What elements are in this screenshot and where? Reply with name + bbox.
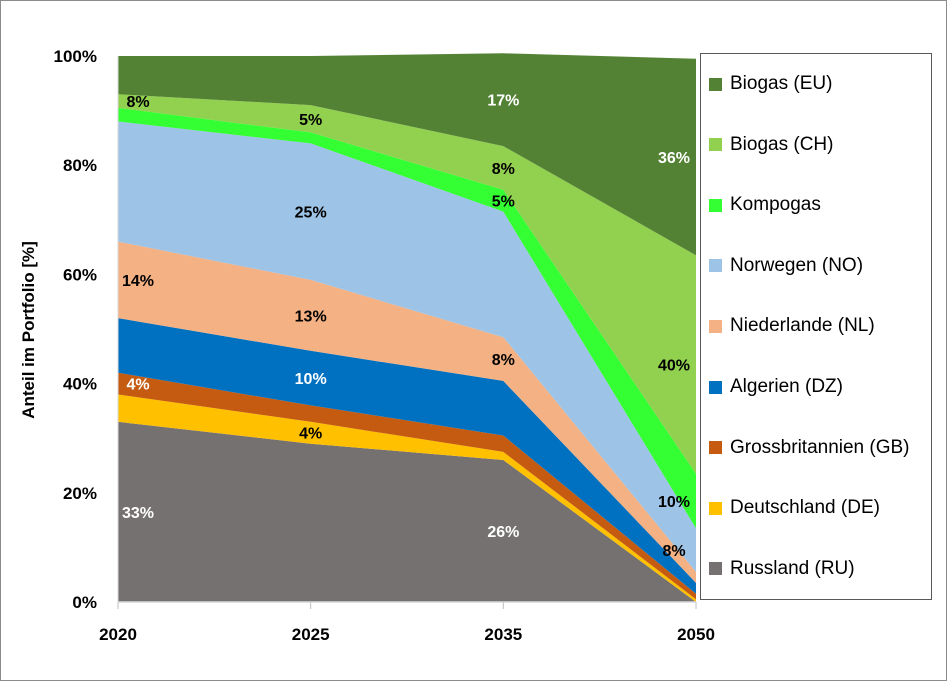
legend-label: Biogas (CH) xyxy=(730,133,834,155)
data-label: 8% xyxy=(492,161,515,178)
x-tick-label: 2050 xyxy=(677,625,715,644)
data-label: 5% xyxy=(492,194,515,211)
legend-swatch xyxy=(709,319,722,333)
data-label: 8% xyxy=(662,543,685,560)
legend-item: Algerien (DZ) xyxy=(709,375,843,399)
legend-swatch xyxy=(709,77,722,91)
area-biogas-ch xyxy=(118,94,696,474)
x-tick-label: 2020 xyxy=(99,625,137,644)
data-label: 8% xyxy=(492,352,515,369)
area-biogas-eu xyxy=(118,53,696,256)
x-tick-label: 2035 xyxy=(484,625,522,644)
legend-label: Niederlande (NL) xyxy=(730,315,875,337)
legend-swatch xyxy=(709,138,722,152)
y-tick-label: 60% xyxy=(63,265,97,284)
x-tick-label: 2025 xyxy=(292,625,330,644)
legend-swatch xyxy=(709,501,722,515)
legend-label: Deutschland (DE) xyxy=(730,497,880,519)
area-russland-ru xyxy=(118,421,696,602)
data-labels: 33% 26% 4% 4% 10% 14% 13% 8% 25% 8% 5% 10% 8% 5% 8% 40%… xyxy=(122,93,690,560)
legend-swatch xyxy=(709,198,722,212)
data-label: 4% xyxy=(299,426,322,443)
data-label: 4% xyxy=(126,377,149,394)
legend-label: Russland (RU) xyxy=(730,557,855,579)
area-algerien-dz xyxy=(118,318,696,594)
area-niederlande-nl xyxy=(118,241,696,583)
data-label: 36% xyxy=(658,150,690,167)
data-label: 25% xyxy=(295,205,327,222)
legend-swatch xyxy=(709,562,722,576)
y-tick-label: 80% xyxy=(63,156,97,175)
legend-item: Niederlande (NL) xyxy=(709,314,875,338)
legend: Biogas (EU) Biogas (CH) Kompogas Norwegen (… xyxy=(700,53,932,600)
legend-label: Kompogas xyxy=(730,194,821,216)
y-tick-label: 40% xyxy=(63,375,97,394)
y-axis-label: Anteil im Portfolio [%] xyxy=(19,241,38,419)
y-tick-label: 20% xyxy=(63,484,97,503)
area-norwegen-no xyxy=(118,121,696,572)
legend-swatch xyxy=(709,380,722,394)
legend-item: Biogas (EU) xyxy=(709,72,832,96)
area-deutschland-de xyxy=(118,394,696,602)
area-kompogas xyxy=(118,107,696,529)
legend-item: Grossbritannien (GB) xyxy=(709,436,910,460)
data-label: 5% xyxy=(299,112,322,129)
y-tick-label: 0% xyxy=(72,593,97,612)
data-label: 40% xyxy=(658,357,690,374)
axes: 0% 20% 40% 60% 80% 100% 2020 2025 2035 2050 xyxy=(54,47,715,644)
data-label: 17% xyxy=(487,93,519,110)
data-label: 10% xyxy=(295,371,327,388)
legend-label: Algerien (DZ) xyxy=(730,376,843,397)
data-label: 8% xyxy=(126,94,149,111)
data-label: 10% xyxy=(658,494,690,511)
legend-item: Norwegen (NO) xyxy=(709,254,863,278)
legend-item: Deutschland (DE) xyxy=(709,496,880,520)
legend-item: Russland (RU) xyxy=(709,557,855,581)
legend-label: Grossbritannien (GB) xyxy=(730,436,910,458)
legend-label: Norwegen (NO) xyxy=(730,254,864,276)
data-label: 26% xyxy=(487,524,519,541)
data-label: 33% xyxy=(122,505,154,522)
area-grossbritannien-gb xyxy=(118,372,696,600)
y-tick-label: 100% xyxy=(54,47,97,66)
legend-item: Kompogas xyxy=(709,193,821,217)
legend-label: Biogas (EU) xyxy=(730,73,833,94)
legend-swatch xyxy=(709,259,722,273)
data-label: 14% xyxy=(122,273,154,290)
area-layers xyxy=(118,53,696,602)
data-label: 13% xyxy=(295,308,327,325)
legend-item: Biogas (CH) xyxy=(709,133,833,157)
legend-swatch xyxy=(709,441,722,455)
